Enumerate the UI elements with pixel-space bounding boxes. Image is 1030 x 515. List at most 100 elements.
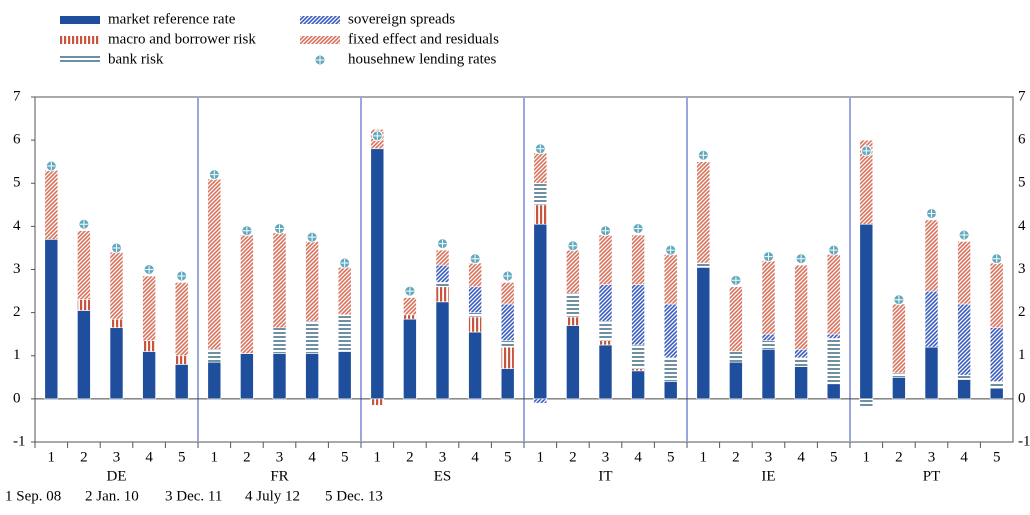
bar-segment: [44, 239, 59, 400]
marker-cross: [829, 246, 838, 255]
group-label: ES: [434, 468, 452, 484]
marker: [339, 257, 351, 269]
marker-cross: [373, 131, 382, 140]
bar-segment: [989, 387, 1004, 400]
marker: [860, 145, 872, 157]
bar-segment: [957, 303, 971, 376]
marker-cross: [960, 231, 969, 239]
bar-segment: [631, 234, 645, 285]
marker: [437, 238, 448, 250]
group-label: PT: [923, 468, 941, 484]
y-tick-label: 4: [13, 218, 21, 234]
marker-cross: [145, 265, 154, 274]
marker: [306, 231, 318, 243]
marker: [241, 225, 253, 237]
marker: [404, 285, 416, 297]
marker: [730, 274, 742, 286]
bar-segment: [761, 348, 776, 400]
bar-segment: [533, 152, 548, 184]
bar-segment: [77, 310, 91, 400]
bar-segment: [337, 314, 352, 352]
marker-cross: [992, 254, 1001, 263]
bar-segment: [696, 161, 711, 264]
x-tick-label: 4: [634, 449, 642, 465]
x-tick-label: 3: [765, 449, 773, 465]
y2-tick-label: 4: [1018, 218, 1026, 234]
marker-cross: [242, 226, 251, 235]
bar-segment: [468, 331, 482, 400]
marker: [45, 160, 57, 172]
bar-segment: [468, 316, 482, 333]
marker-cross: [601, 226, 610, 235]
bar-segment: [598, 344, 613, 400]
y2-tick-label: 1: [1018, 347, 1026, 363]
y2-tick-label: -1: [1018, 433, 1030, 449]
bar-segment: [533, 398, 548, 404]
x-tick-label: 2: [243, 449, 251, 465]
bar-segment: [272, 232, 287, 329]
x-tick-label: 5: [341, 449, 349, 465]
marker-cross: [797, 254, 806, 263]
legend-swatch: [60, 56, 100, 64]
bar-segment: [109, 327, 124, 400]
bar-segment: [761, 260, 776, 335]
x-tick-label: 4: [471, 449, 479, 465]
x-tick-label: 4: [797, 449, 805, 465]
x-tick-label: 1: [700, 449, 708, 465]
bar-segment: [500, 282, 515, 305]
y-tick-label: 7: [13, 88, 21, 104]
x-tick-label: 2: [569, 449, 577, 465]
bar-segment: [663, 254, 678, 305]
x-tick-label: 5: [667, 449, 675, 465]
marker: [795, 253, 807, 265]
legend-swatch: [60, 36, 100, 44]
bar-segment: [174, 282, 189, 357]
marker-cross: [927, 209, 936, 218]
footnote: 2 Jan. 10: [85, 488, 139, 504]
marker: [176, 270, 188, 282]
x-tick-label: 5: [993, 449, 1001, 465]
x-tick-label: 2: [80, 449, 88, 465]
bar-segment: [500, 303, 515, 341]
x-tick-label: 3: [113, 449, 121, 465]
bar-segment: [337, 267, 352, 316]
marker-cross: [503, 271, 512, 280]
y-tick-label: 2: [13, 304, 21, 320]
bar-segment: [533, 182, 548, 206]
marker: [111, 242, 122, 254]
y-tick-label: 6: [13, 132, 21, 148]
bar-segment: [794, 264, 808, 350]
bar-segment: [240, 353, 254, 400]
footnote: 1 Sep. 08: [5, 488, 61, 504]
x-tick-label: 5: [830, 449, 838, 465]
bar-segment: [403, 314, 417, 320]
bar-segment: [403, 297, 417, 316]
marker: [958, 229, 970, 241]
legend-label: fixed effect and residuals: [348, 31, 499, 47]
bar-segment: [892, 303, 906, 374]
bar-segment: [663, 381, 678, 400]
x-tick-label: 1: [374, 449, 382, 465]
y2-tick-label: 3: [1018, 261, 1026, 277]
marker-cross: [536, 144, 545, 153]
marker: [208, 169, 220, 181]
marker-cross: [666, 246, 675, 255]
bar-segment: [794, 357, 808, 367]
legend-label: bank risk: [108, 51, 164, 67]
bar-segment: [794, 348, 808, 359]
bar-segment: [207, 178, 222, 350]
marker-cross: [340, 259, 349, 268]
bar-segment: [305, 353, 319, 400]
bar-segment: [142, 275, 156, 341]
bar-segment: [631, 370, 645, 400]
bar-segment: [272, 327, 287, 354]
y2-tick-label: 2: [1018, 304, 1026, 320]
bar-segment: [435, 282, 450, 288]
x-tick-label: 3: [602, 449, 610, 465]
y-tick-label: 0: [13, 390, 21, 406]
bar-segment: [663, 357, 678, 382]
marker: [828, 244, 840, 256]
marker: [926, 207, 937, 219]
marker: [893, 294, 905, 306]
bar-segment: [500, 346, 515, 369]
